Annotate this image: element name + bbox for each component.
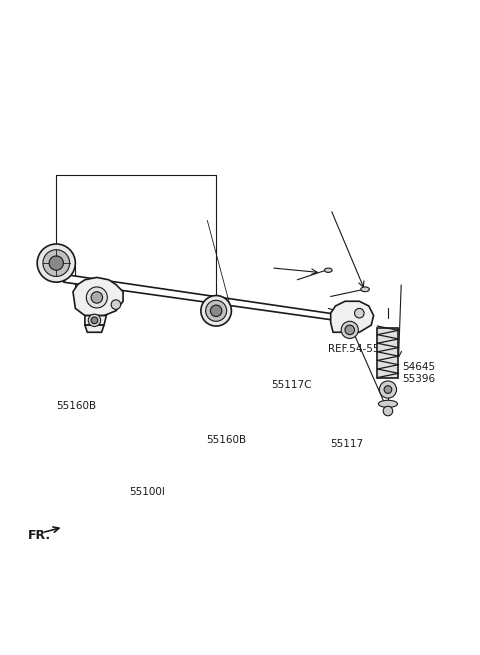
- Circle shape: [111, 300, 120, 309]
- Text: 54645
55396: 54645 55396: [402, 362, 435, 384]
- Bar: [377, 328, 398, 378]
- Circle shape: [201, 295, 231, 326]
- Circle shape: [379, 381, 396, 398]
- Circle shape: [341, 322, 359, 339]
- Polygon shape: [63, 275, 345, 320]
- Text: 55100I: 55100I: [129, 487, 165, 497]
- Polygon shape: [85, 325, 104, 332]
- Circle shape: [91, 291, 103, 303]
- Text: FR.: FR.: [28, 529, 51, 542]
- Circle shape: [383, 406, 393, 416]
- Ellipse shape: [324, 268, 332, 272]
- Ellipse shape: [378, 400, 397, 407]
- Circle shape: [37, 244, 75, 282]
- Text: 55160B: 55160B: [206, 435, 247, 445]
- Text: 55117: 55117: [331, 440, 364, 449]
- Text: 55117C: 55117C: [271, 380, 312, 390]
- Circle shape: [345, 325, 355, 335]
- Circle shape: [210, 305, 222, 316]
- Circle shape: [43, 250, 70, 276]
- Circle shape: [88, 314, 101, 327]
- Ellipse shape: [361, 287, 369, 291]
- Circle shape: [86, 287, 108, 308]
- Text: 55160B: 55160B: [56, 402, 96, 411]
- Circle shape: [355, 309, 364, 318]
- Polygon shape: [73, 277, 123, 316]
- Circle shape: [49, 256, 63, 271]
- Circle shape: [91, 317, 98, 324]
- Circle shape: [384, 386, 392, 394]
- Polygon shape: [85, 316, 107, 325]
- Text: REF.54-553: REF.54-553: [328, 344, 386, 354]
- Circle shape: [205, 300, 227, 322]
- Polygon shape: [331, 301, 373, 332]
